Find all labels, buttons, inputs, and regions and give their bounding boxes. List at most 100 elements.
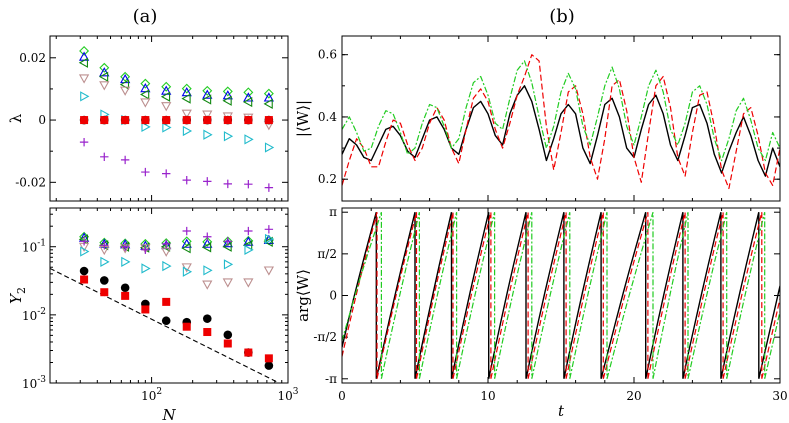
- point-green-triangle-left: [160, 91, 171, 102]
- point-green-triangle-left: [181, 93, 191, 104]
- point-purple-plus: [182, 175, 191, 185]
- point-purple-plus: [264, 225, 274, 234]
- point-blue-triangle-up: [243, 92, 254, 102]
- y-tick-label: 0.4: [318, 110, 337, 124]
- point-red-square: [223, 339, 232, 348]
- point-green-diamond: [140, 78, 151, 89]
- point-green-triangle-left: [263, 236, 273, 247]
- point-cyan-triangle-right: [100, 256, 110, 267]
- point-black-circle: [120, 283, 130, 293]
- point-green-triangle-left: [78, 57, 88, 68]
- point-cyan-triangle-right: [203, 129, 213, 140]
- point-red-square: [244, 348, 253, 357]
- line-green-dashdot: [342, 60, 780, 162]
- point-cyan-triangle-right: [141, 121, 151, 133]
- point-cyan-triangle-right: [141, 263, 151, 274]
- point-tan-triangle-down: [140, 98, 151, 108]
- point-red-square: [182, 116, 191, 125]
- point-purple-plus: [223, 237, 233, 246]
- point-cyan-triangle-right: [203, 265, 213, 276]
- point-cyan-triangle-right: [264, 233, 275, 245]
- point-tan-triangle-down: [243, 278, 254, 288]
- point-tan-triangle-down: [99, 81, 110, 91]
- point-purple-plus: [100, 152, 109, 161]
- point-red-square: [80, 116, 89, 125]
- panel-label-b: (b): [549, 6, 575, 27]
- point-cyan-triangle-right: [80, 91, 90, 102]
- point-red-square: [121, 291, 130, 300]
- point-purple-plus: [120, 242, 130, 251]
- point-purple-plus: [100, 241, 109, 250]
- x-axis-label: t: [558, 402, 565, 420]
- point-blue-triangle-up: [181, 238, 192, 248]
- point-red-square: [121, 116, 130, 125]
- point-tan-triangle-down: [202, 110, 213, 120]
- axes-a-top-frame: [49, 35, 289, 202]
- point-purple-plus: [203, 177, 212, 186]
- y-tick-label: π: [329, 205, 337, 219]
- line-black-solid: [342, 212, 780, 379]
- y-tick-label: 0: [329, 289, 337, 303]
- y-tick-label: 0.2: [318, 172, 337, 186]
- point-green-diamond: [181, 83, 192, 94]
- point-cyan-triangle-right: [244, 134, 254, 145]
- y-tick-label: 10-1: [22, 239, 46, 255]
- y-tick-label: π/2: [317, 247, 337, 261]
- point-purple-plus: [162, 239, 171, 249]
- point-tan-triangle-down: [161, 247, 172, 257]
- point-cyan-triangle-right: [182, 266, 193, 277]
- point-purple-plus: [79, 137, 89, 147]
- y-tick-label: 0.6: [318, 48, 337, 62]
- point-black-circle: [161, 316, 171, 326]
- point-green-triangle-left: [222, 95, 232, 106]
- panel-a-bottom: 102 103 10-1 10-2 10-3 N Y2: [7, 207, 299, 423]
- point-purple-plus: [141, 245, 150, 255]
- line-red-dashed: [342, 212, 780, 379]
- point-green-diamond: [120, 71, 131, 82]
- point-cyan-triangle-right: [162, 122, 172, 133]
- y-tick-label: -π: [325, 372, 337, 386]
- panel-label-a: (a): [133, 6, 158, 27]
- point-cyan-triangle-right: [264, 142, 275, 153]
- point-purple-plus: [79, 237, 89, 246]
- y-axis-label: arg⟨W⟩: [294, 269, 312, 322]
- point-tan-triangle-down: [161, 102, 172, 112]
- point-black-circle: [223, 330, 233, 340]
- point-tan-triangle-down: [222, 278, 233, 288]
- point-purple-plus: [264, 183, 274, 192]
- line-red-dashed: [342, 54, 780, 190]
- y-axis-label: λ: [7, 113, 25, 123]
- point-cyan-triangle-right: [162, 260, 172, 272]
- point-cyan-triangle-right: [223, 259, 234, 270]
- panel-b-bottom: 0 10 20 30 π π/2 0 -π/2 -π t arg⟨W⟩: [294, 205, 788, 420]
- point-purple-plus: [244, 179, 253, 189]
- point-cyan-triangle-right: [244, 244, 254, 255]
- y-tick-label: -π/2: [313, 330, 337, 344]
- point-purple-plus: [203, 232, 212, 241]
- x-tick-label: 0: [338, 389, 346, 403]
- x-tick-label: 102: [141, 387, 162, 403]
- point-blue-triangle-up: [202, 89, 213, 99]
- point-purple-plus: [182, 226, 191, 236]
- point-red-square: [162, 297, 171, 306]
- point-black-circle: [79, 266, 89, 276]
- y-tick-label: -0.02: [15, 175, 46, 189]
- point-tan-triangle-down: [263, 266, 275, 276]
- point-green-triangle-left: [201, 242, 212, 253]
- point-red-square: [264, 116, 273, 125]
- y-axis-label: Y2: [7, 287, 28, 304]
- point-green-diamond: [243, 87, 254, 98]
- point-purple-plus: [244, 226, 253, 236]
- point-red-square: [264, 354, 273, 363]
- point-green-diamond: [263, 88, 274, 99]
- point-green-diamond: [202, 236, 213, 247]
- point-blue-triangle-up: [99, 67, 110, 77]
- line-black-solid: [342, 85, 780, 177]
- point-black-circle: [202, 314, 212, 323]
- point-black-circle: [99, 276, 109, 285]
- y-tick-label: 0.02: [19, 51, 46, 65]
- point-red-square: [80, 275, 89, 284]
- point-green-diamond: [79, 45, 90, 56]
- point-tan-triangle-down: [202, 280, 213, 290]
